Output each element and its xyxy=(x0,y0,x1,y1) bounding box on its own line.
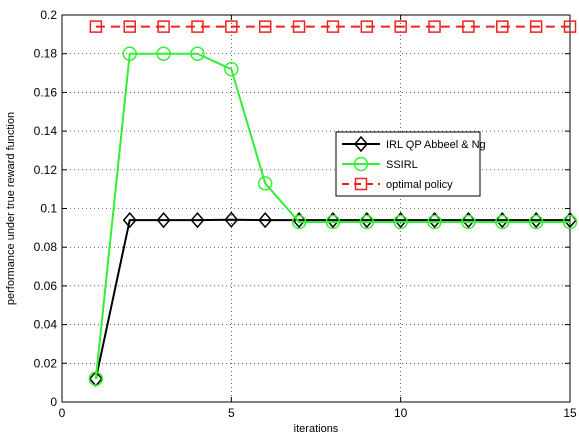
data-point-circle xyxy=(353,156,369,172)
data-point-square xyxy=(354,177,368,191)
x-tick-label: 15 xyxy=(563,406,577,420)
series-line xyxy=(94,52,570,379)
data-point-circle xyxy=(325,214,341,230)
data-point-circle xyxy=(88,371,104,387)
axis-ticks: 0 5 10 15 0 0.02 0.04 0.06 0.08 0.1 0.12 0.14 0.16 0.… xyxy=(34,8,577,420)
legend-item: IRL QP Abbeel & Ng xyxy=(342,135,486,153)
y-tick-label: 0.16 xyxy=(34,85,58,99)
data-point-square xyxy=(225,20,238,33)
y-tick-label: 0.2 xyxy=(40,8,57,22)
data-point-circle xyxy=(495,214,510,230)
data-point-square xyxy=(157,20,170,33)
data-point-diamond xyxy=(258,211,273,229)
data-point-diamond xyxy=(190,211,205,229)
data-point-diamond xyxy=(122,211,137,229)
data-point-circle xyxy=(190,46,205,61)
legend-label: IRL QP Abbeel & Ng xyxy=(386,139,486,151)
data-point-square xyxy=(292,20,306,33)
series-group xyxy=(88,20,578,387)
y-tick-label: 0.14 xyxy=(34,124,58,138)
x-axis-label: iterations xyxy=(294,423,339,435)
series-line xyxy=(94,218,570,379)
data-point-square xyxy=(462,20,475,33)
y-tick-label: 0.18 xyxy=(34,47,58,61)
legend: IRL QP Abbeel & Ng SSIRL optimal policy xyxy=(335,131,486,197)
y-tick-label: 0.08 xyxy=(34,240,58,254)
data-point-square xyxy=(326,20,340,33)
x-tick-label: 0 xyxy=(59,406,66,420)
data-point-circle xyxy=(393,214,408,230)
grid-lines xyxy=(62,15,570,402)
data-point-square xyxy=(258,20,272,33)
data-point-circle xyxy=(562,214,578,230)
data-point-square xyxy=(529,20,543,33)
data-point-square xyxy=(496,20,509,33)
data-point-circle xyxy=(461,214,476,230)
y-tick-label: 0.04 xyxy=(34,318,58,332)
data-point-circle xyxy=(427,214,442,230)
legend-label: SSIRL xyxy=(386,159,418,171)
y-tick-label: 0 xyxy=(50,395,57,409)
data-point-diamond xyxy=(354,135,368,153)
data-point-circle xyxy=(291,214,307,230)
y-axis-label: performance under true reward function xyxy=(5,112,17,305)
data-point-square xyxy=(191,20,204,33)
data-point-circle xyxy=(359,214,375,230)
legend-label: optimal policy xyxy=(386,179,453,191)
x-tick-label: 5 xyxy=(228,406,235,420)
data-point-circle xyxy=(156,46,171,61)
y-tick-label: 0.06 xyxy=(34,279,58,293)
data-point-square xyxy=(89,20,103,33)
data-point-square xyxy=(563,20,577,33)
x-tick-label: 10 xyxy=(394,406,408,420)
data-point-diamond xyxy=(156,211,171,229)
data-point-square xyxy=(123,20,136,33)
data-point-diamond xyxy=(224,211,239,228)
data-point-circle xyxy=(257,176,273,191)
series-optimal-policy xyxy=(89,20,577,33)
data-point-circle xyxy=(528,214,544,230)
legend-item: SSIRL xyxy=(342,156,418,172)
data-point-square xyxy=(360,20,374,33)
series-ssirl xyxy=(88,46,578,387)
data-point-square xyxy=(428,20,441,33)
data-point-square xyxy=(394,20,407,33)
series-irl-qp-abbeel-ng xyxy=(88,211,577,387)
legend-item: optimal policy xyxy=(342,177,453,191)
data-point-circle xyxy=(224,61,239,77)
data-point-circle xyxy=(122,46,137,61)
y-tick-label: 0.1 xyxy=(40,202,57,216)
y-tick-label: 0.12 xyxy=(34,163,58,177)
y-tick-label: 0.02 xyxy=(34,356,58,370)
